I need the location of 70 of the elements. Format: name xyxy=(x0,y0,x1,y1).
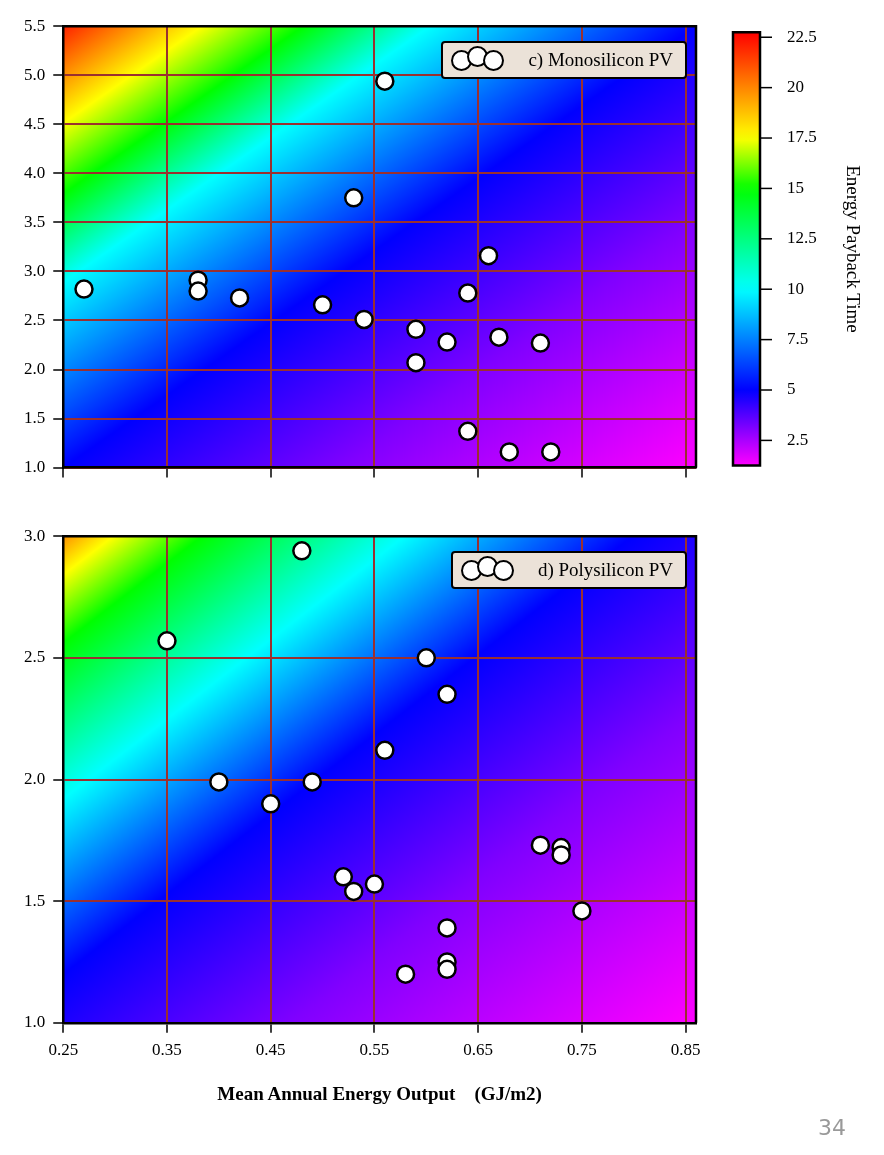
y-tick-label: 3.0 xyxy=(24,525,46,545)
point xyxy=(437,684,457,705)
x-tick-label: 0.35 xyxy=(152,1040,182,1060)
point xyxy=(343,188,364,208)
point xyxy=(572,901,592,921)
y-tick-label: 1.5 xyxy=(24,890,46,910)
y-tick-label: 1.5 xyxy=(24,408,46,428)
point xyxy=(229,288,250,308)
color-bar-label: 22.5 xyxy=(787,26,817,46)
y-tick-label: 2.5 xyxy=(24,647,46,667)
color-bar-label: 10 xyxy=(787,278,804,298)
x-tick-label: 0.25 xyxy=(48,1040,79,1060)
point xyxy=(74,279,94,299)
x-tick-label: 0.45 xyxy=(255,1040,286,1060)
point xyxy=(333,867,354,887)
x-tick-label: 0.85 xyxy=(670,1040,701,1060)
point xyxy=(157,631,177,651)
point xyxy=(541,442,561,462)
y-tick-label: 4.5 xyxy=(24,113,46,133)
point xyxy=(437,959,457,980)
y-tick-label: 4.0 xyxy=(24,162,46,182)
point xyxy=(302,772,322,792)
color-bar-title: Energy Payback Time xyxy=(843,165,865,333)
point xyxy=(416,648,437,668)
point xyxy=(209,772,229,792)
color-bar-label: 2.5 xyxy=(787,429,809,449)
y-tick-label: 3.5 xyxy=(24,211,46,231)
y-tick-label: 5.0 xyxy=(24,64,46,84)
color-bar-label: 20 xyxy=(787,77,804,97)
point xyxy=(530,835,551,855)
point xyxy=(364,874,385,894)
x-axis-title: Mean Annual Energy Output (GJ/m2) xyxy=(217,1082,542,1105)
point xyxy=(478,245,499,266)
y-tick-label: 1.0 xyxy=(24,1012,46,1032)
point xyxy=(188,281,208,301)
point xyxy=(292,541,312,561)
y-tick-label: 3.0 xyxy=(24,260,46,280)
x-tick-label: 0.55 xyxy=(359,1040,390,1060)
legend-label: c) Monosilicon PV xyxy=(528,49,673,72)
point xyxy=(375,71,395,91)
y-tick-label: 5.5 xyxy=(24,15,46,35)
point xyxy=(406,352,426,373)
point xyxy=(458,283,478,303)
y-tick-label: 2.0 xyxy=(24,358,46,378)
color-bar-label: 15 xyxy=(787,177,804,197)
point xyxy=(375,740,395,761)
point xyxy=(437,918,457,938)
y-tick-label: 2.0 xyxy=(24,768,46,788)
color-bar-label: 5 xyxy=(787,379,796,399)
y-tick-label: 1.0 xyxy=(24,457,46,477)
color-bar-label: 17.5 xyxy=(787,127,817,147)
point xyxy=(406,319,426,340)
point xyxy=(354,309,374,330)
color-bar-label: 12.5 xyxy=(787,228,817,248)
color-bar-label: 7.5 xyxy=(787,329,809,349)
point xyxy=(260,794,281,814)
text: 34 xyxy=(818,1114,846,1140)
x-tick-label: 0.65 xyxy=(463,1040,494,1060)
point xyxy=(395,964,416,984)
point xyxy=(458,421,478,442)
point xyxy=(551,845,571,865)
point xyxy=(489,327,509,347)
point xyxy=(437,332,457,352)
x-tick-label: 0.75 xyxy=(567,1040,597,1060)
point xyxy=(499,442,520,462)
point xyxy=(343,881,364,902)
legend-label: d) Polysilicon PV xyxy=(537,559,673,582)
point xyxy=(530,333,551,353)
point xyxy=(312,295,333,315)
y-tick-label: 2.5 xyxy=(24,309,46,329)
